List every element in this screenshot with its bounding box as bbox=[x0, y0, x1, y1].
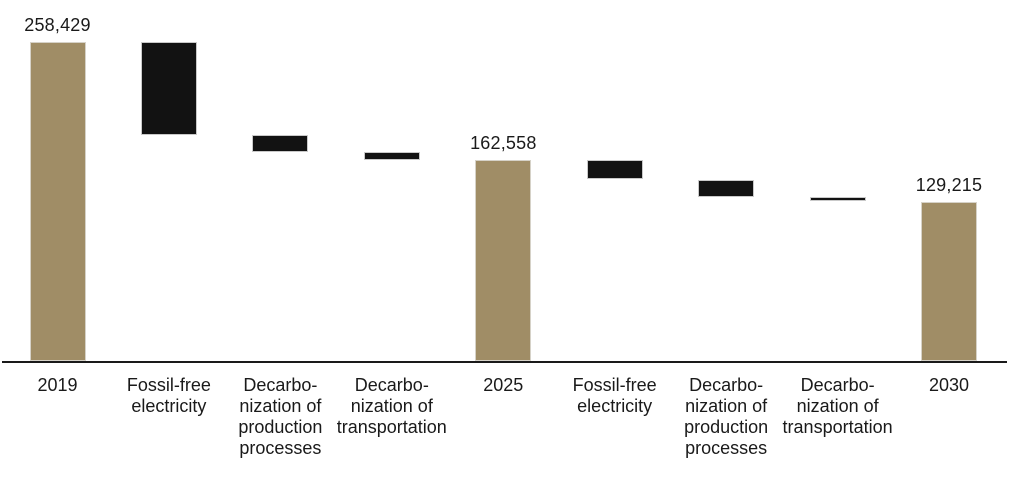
axis-label-2019: 2019 bbox=[37, 375, 78, 395]
bar-fossil-free-electricity-2 bbox=[586, 160, 643, 180]
axis-label-decarbonization-of-transportation-1: Decarbo- nization of transportation bbox=[336, 375, 447, 437]
bar-decarbonization-of-production-processes-1 bbox=[252, 135, 309, 152]
axis-label-2030: 2030 bbox=[928, 375, 970, 395]
bar-2030 bbox=[921, 201, 977, 361]
bar-decarbonization-of-production-processes-2 bbox=[698, 179, 755, 197]
x-axis-line bbox=[2, 361, 1007, 363]
bar-decarbonization-of-transportation-2 bbox=[809, 196, 866, 202]
bar-decarbonization-of-transportation-1 bbox=[363, 151, 420, 161]
axis-label-fossil-free-electricity-2: Fossil-free electricity bbox=[572, 375, 657, 416]
bar-fossil-free-electricity-1 bbox=[140, 42, 197, 136]
axis-label-decarbonization-of-production-processes-2: Decarbo- nization of production processe… bbox=[684, 375, 769, 458]
bar-2019 bbox=[29, 42, 86, 361]
axis-label-decarbonization-of-transportation-2: Decarbo- nization of transportation bbox=[782, 375, 893, 437]
value-label-2025: 162,558 bbox=[470, 133, 537, 154]
axis-label-decarbonization-of-production-processes-1: Decarbo- nization of production processe… bbox=[238, 375, 323, 458]
value-label-2030: 129,215 bbox=[915, 174, 983, 195]
value-label-2019: 258,429 bbox=[24, 15, 91, 35]
axis-label-2025: 2025 bbox=[483, 375, 524, 395]
axis-label-fossil-free-electricity-1: Fossil-free electricity bbox=[126, 375, 211, 416]
bar-2025 bbox=[475, 160, 532, 361]
